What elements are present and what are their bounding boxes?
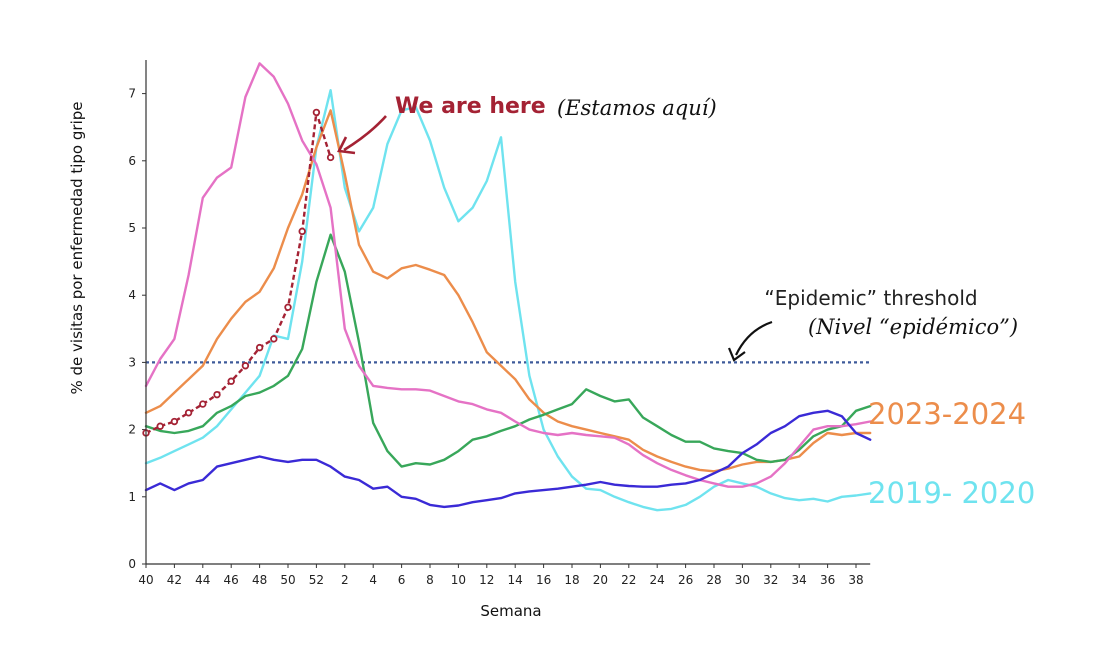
current-season-point [312,108,321,117]
x-tick-label: 34 [792,573,807,587]
y-tick-label: 6 [128,154,136,168]
x-tick-label: 20 [593,573,608,587]
x-tick-label: 2 [341,573,349,587]
current-season-point [170,417,179,426]
we-are-here-arrow-icon [343,115,387,152]
x-tick-label: 42 [167,573,182,587]
y-tick-label: 3 [128,355,136,369]
x-tick-label: 40 [138,573,153,587]
y-axis-title: % de visitas por enfermedad tipo gripe [68,102,86,395]
current-season-line [145,112,332,435]
we-are-here-label: We are here [395,94,546,119]
current-season-point [227,377,235,385]
series-line-green-season [144,233,872,468]
current-season-point [298,227,306,236]
x-tick-label: 8 [426,573,434,587]
x-tick-label: 44 [195,573,210,587]
current-season-point [213,390,221,399]
y-tick-marks [142,93,857,568]
x-tick-label: 16 [536,573,551,587]
y-tick-label: 7 [128,87,136,101]
x-tick-label: 26 [678,573,693,587]
series-line-2023-2024 [144,109,872,473]
x-tick-label: 24 [650,573,665,587]
x-tick-label: 46 [224,573,239,587]
current-season-point [326,153,335,162]
axes [145,60,871,565]
x-tick-label: 6 [398,573,406,587]
current-season-point [199,400,207,408]
x-tick-label: 50 [280,573,295,587]
x-tick-label: 52 [309,573,324,587]
x-tick-label: 18 [564,573,579,587]
threshold-arrowhead-icon [727,347,746,362]
season-label-2019-2020: 2019- 2020 [868,476,1035,510]
current-season-point [284,303,292,311]
series-line-blue-season [144,409,872,509]
x-tick-label: 30 [735,573,750,587]
y-tick-label: 5 [128,221,136,235]
current-season-point [255,343,264,352]
threshold-label-es: (Nivel “epidémico”) [808,315,1018,339]
x-tick-label: 14 [508,573,523,587]
series-line-2019-2020 [144,88,872,512]
x-axis-title: Semana [480,602,541,620]
current-season-point [241,362,250,370]
series-line-pink-season [144,62,872,488]
x-tick-label: 36 [820,573,835,587]
x-tick-label: 32 [763,573,778,587]
x-tick-label: 48 [252,573,267,587]
x-tick-label: 4 [369,573,377,587]
threshold-label: “Epidemic” threshold [764,286,977,310]
current-season-point [156,422,164,430]
x-tick-label: 38 [848,573,863,587]
season-label-2023-2024: 2023-2024 [868,397,1026,431]
current-season-point [184,409,193,417]
x-tick-label: 28 [706,573,721,587]
y-tick-label: 2 [128,423,136,437]
x-tick-label: 22 [621,573,636,587]
current-season-layer [142,108,335,437]
y-tick-label: 0 [128,557,136,571]
we-are-here-label-es: (Estamos aquí) [557,96,717,120]
series-layer [144,62,872,512]
x-tick-label: 10 [451,573,466,587]
threshold-arrow-icon [735,320,773,356]
we-are-here-arrowhead-icon [337,136,356,155]
y-tick-label: 4 [128,288,136,302]
x-tick-label: 12 [479,573,494,587]
y-tick-label: 1 [128,490,136,504]
current-season-point [270,335,278,343]
